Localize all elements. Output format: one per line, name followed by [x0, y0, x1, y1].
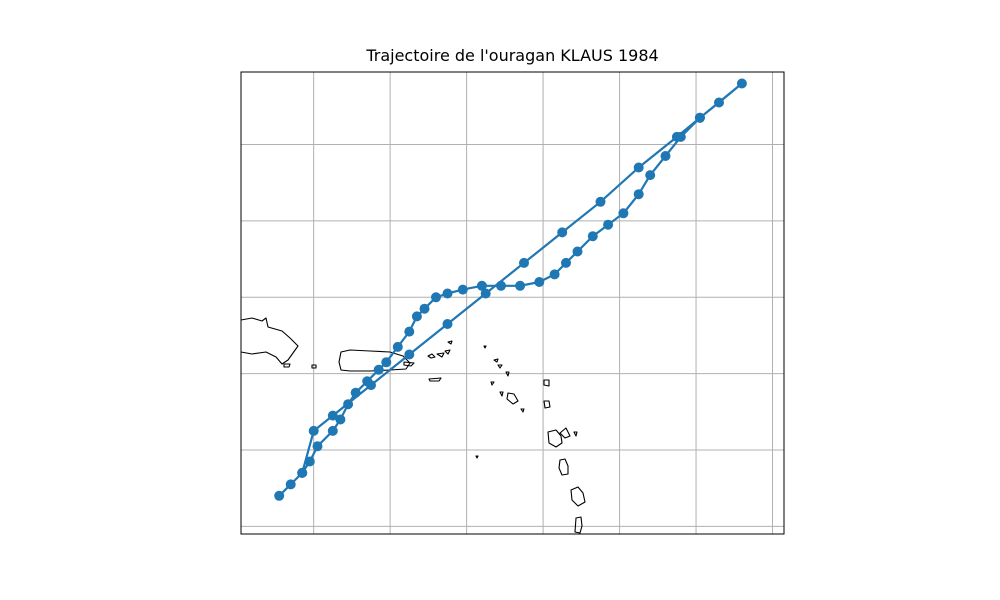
track-point-38 [633, 162, 644, 173]
track-point-14 [411, 311, 422, 322]
track-point-15 [419, 303, 430, 314]
coastline-puerto-rico [338, 349, 411, 372]
track-point-40 [557, 227, 568, 238]
track-point-7 [343, 399, 354, 410]
track-point-4 [312, 441, 323, 452]
track-point-19 [476, 280, 487, 291]
track-point-0 [274, 490, 285, 501]
track-point-16 [431, 292, 441, 303]
coastline-anegada [447, 340, 453, 345]
track-point-21 [515, 280, 526, 291]
gridlines [241, 72, 784, 534]
track-point-34 [714, 97, 724, 108]
track-point-5 [327, 425, 338, 436]
coastline-st-croix [428, 377, 442, 382]
map-title: Trajectoire de l'ouragan KLAUS 1984 [366, 46, 659, 65]
map-background [241, 72, 784, 534]
track-point-46 [327, 410, 338, 421]
track-point-17 [442, 288, 453, 299]
coastline-antigua [543, 400, 551, 409]
track-point-44 [404, 349, 415, 360]
coastline-barbuda [543, 379, 550, 387]
track-point-37 [671, 131, 682, 142]
track-point-18 [457, 284, 468, 295]
coastline-dominica [547, 427, 578, 448]
track-point-25 [572, 246, 583, 257]
track-point-47 [308, 425, 319, 436]
coastline-mona [311, 364, 317, 369]
track-point-20 [496, 280, 506, 291]
track-point-26 [587, 231, 598, 242]
track-point-11 [381, 357, 392, 368]
coastline-redonda [475, 455, 479, 459]
track-point-39 [595, 196, 606, 207]
coastline-vieques [403, 361, 415, 367]
track-point-22 [534, 277, 545, 287]
track-point-1 [285, 479, 296, 490]
track-markers [274, 78, 747, 501]
coastline-st-vincent [574, 516, 583, 534]
coastline-guadeloupe [506, 392, 525, 413]
coastline-isla-saona [283, 363, 291, 368]
coastline-hispaniola [241, 317, 299, 365]
track-point-6 [335, 414, 346, 425]
coastline-st-lucia [570, 486, 586, 507]
track-point-48 [297, 467, 308, 478]
track-point-13 [404, 326, 415, 337]
coastlines [241, 317, 586, 534]
coastline-saba [483, 345, 487, 349]
track-point-29 [633, 189, 644, 200]
track-point-28 [618, 208, 629, 219]
coastline-virgin-islands [427, 349, 451, 359]
track-point-42 [480, 288, 491, 299]
track-point-45 [366, 380, 376, 391]
track-point-23 [549, 269, 560, 280]
coastline-montserrat [499, 391, 504, 397]
coastline-anguilla-st-martin [493, 358, 503, 369]
track-point-3 [304, 456, 315, 467]
track-point-24 [561, 257, 571, 268]
map-frame [240, 71, 785, 535]
track-point-35 [736, 78, 747, 89]
track-point-30 [645, 170, 656, 181]
track-point-41 [519, 257, 529, 268]
track-point-12 [392, 341, 403, 352]
track-point-10 [373, 364, 384, 375]
track-point-43 [442, 319, 453, 329]
track-point-27 [603, 219, 614, 230]
track-point-31 [660, 151, 671, 161]
coastline-martinique [558, 458, 569, 476]
coastline-st-kitts-nevis [490, 371, 510, 386]
track-point-36 [694, 112, 705, 123]
track-point-8 [350, 387, 361, 398]
